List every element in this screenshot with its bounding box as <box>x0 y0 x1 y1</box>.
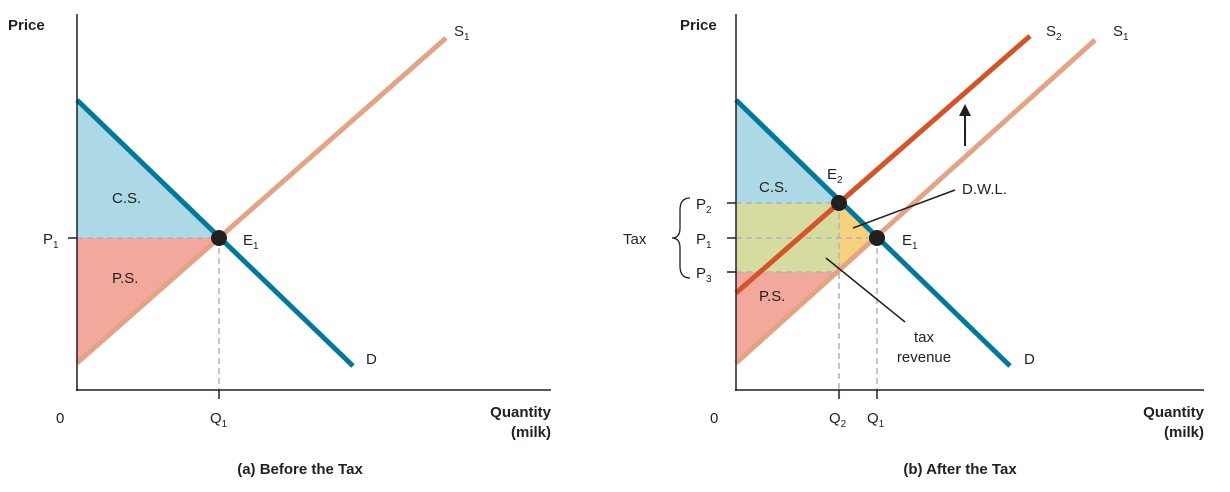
panel-a: Price 0 Quantity (milk) P1 Q1 S1 D E1 C.… <box>8 14 552 478</box>
tax-brace-icon <box>671 197 691 279</box>
x-axis-label-line2: (milk) <box>1164 424 1204 441</box>
y-axis-label: Price <box>8 17 45 34</box>
cs-label: C.S. <box>112 190 141 207</box>
price-tick-label-p3: P3 <box>696 265 712 285</box>
supply-label-s1: S1 <box>454 23 470 43</box>
y-axis-label: Price <box>680 17 717 34</box>
tax-revenue-label-line2: revenue <box>897 349 951 366</box>
ps-label: P.S. <box>759 288 785 305</box>
tax-revenue-pointer-line <box>825 257 906 323</box>
origin-label: 0 <box>56 410 64 427</box>
panel-b: Price 0 Quantity (milk) Tax P2 P1 P3 Q2 … <box>623 14 1205 478</box>
supply-label-s1: S1 <box>1113 23 1129 43</box>
demand-label: D <box>366 351 377 368</box>
tax-label: Tax <box>623 231 647 248</box>
cs-label: C.S. <box>759 179 788 196</box>
equilibrium-label-e2: E2 <box>827 166 843 186</box>
dwl-pointer-line <box>852 189 956 229</box>
equilibrium-label-e1: E1 <box>902 232 918 252</box>
quantity-tick-label-q2: Q2 <box>829 410 847 430</box>
supply-label-s2: S2 <box>1046 23 1062 43</box>
equilibrium-point-e2 <box>831 195 847 211</box>
supply-curve-s1 <box>75 36 448 365</box>
price-tick-label-p1: P1 <box>43 231 59 251</box>
quantity-tick-label-q1: Q1 <box>867 410 885 430</box>
caption-b: (b) After the Tax <box>903 461 1017 478</box>
tax-revenue-label-line1: tax <box>914 329 935 346</box>
equilibrium-point-e1 <box>869 230 885 246</box>
shift-arrow-icon <box>959 104 971 116</box>
ps-label: P.S. <box>112 270 138 287</box>
quantity-tick-label-q1: Q1 <box>210 410 228 430</box>
price-tick-label-p1: P1 <box>696 231 712 251</box>
price-tick-label-p2: P2 <box>696 196 712 216</box>
supply-curve-s2 <box>734 34 1032 295</box>
x-axis-label-line2: (milk) <box>511 424 551 441</box>
x-axis-label-line1: Quantity <box>490 404 551 421</box>
caption-a: (a) Before the Tax <box>237 461 363 478</box>
dwl-label: D.W.L. <box>962 181 1007 198</box>
origin-label: 0 <box>710 410 718 427</box>
x-axis-label-line1: Quantity <box>1143 404 1204 421</box>
equilibrium-label-e1: E1 <box>243 232 259 252</box>
supply-curve-s1 <box>734 38 1097 365</box>
equilibrium-point-e1 <box>211 230 227 246</box>
demand-label: D <box>1024 351 1035 368</box>
